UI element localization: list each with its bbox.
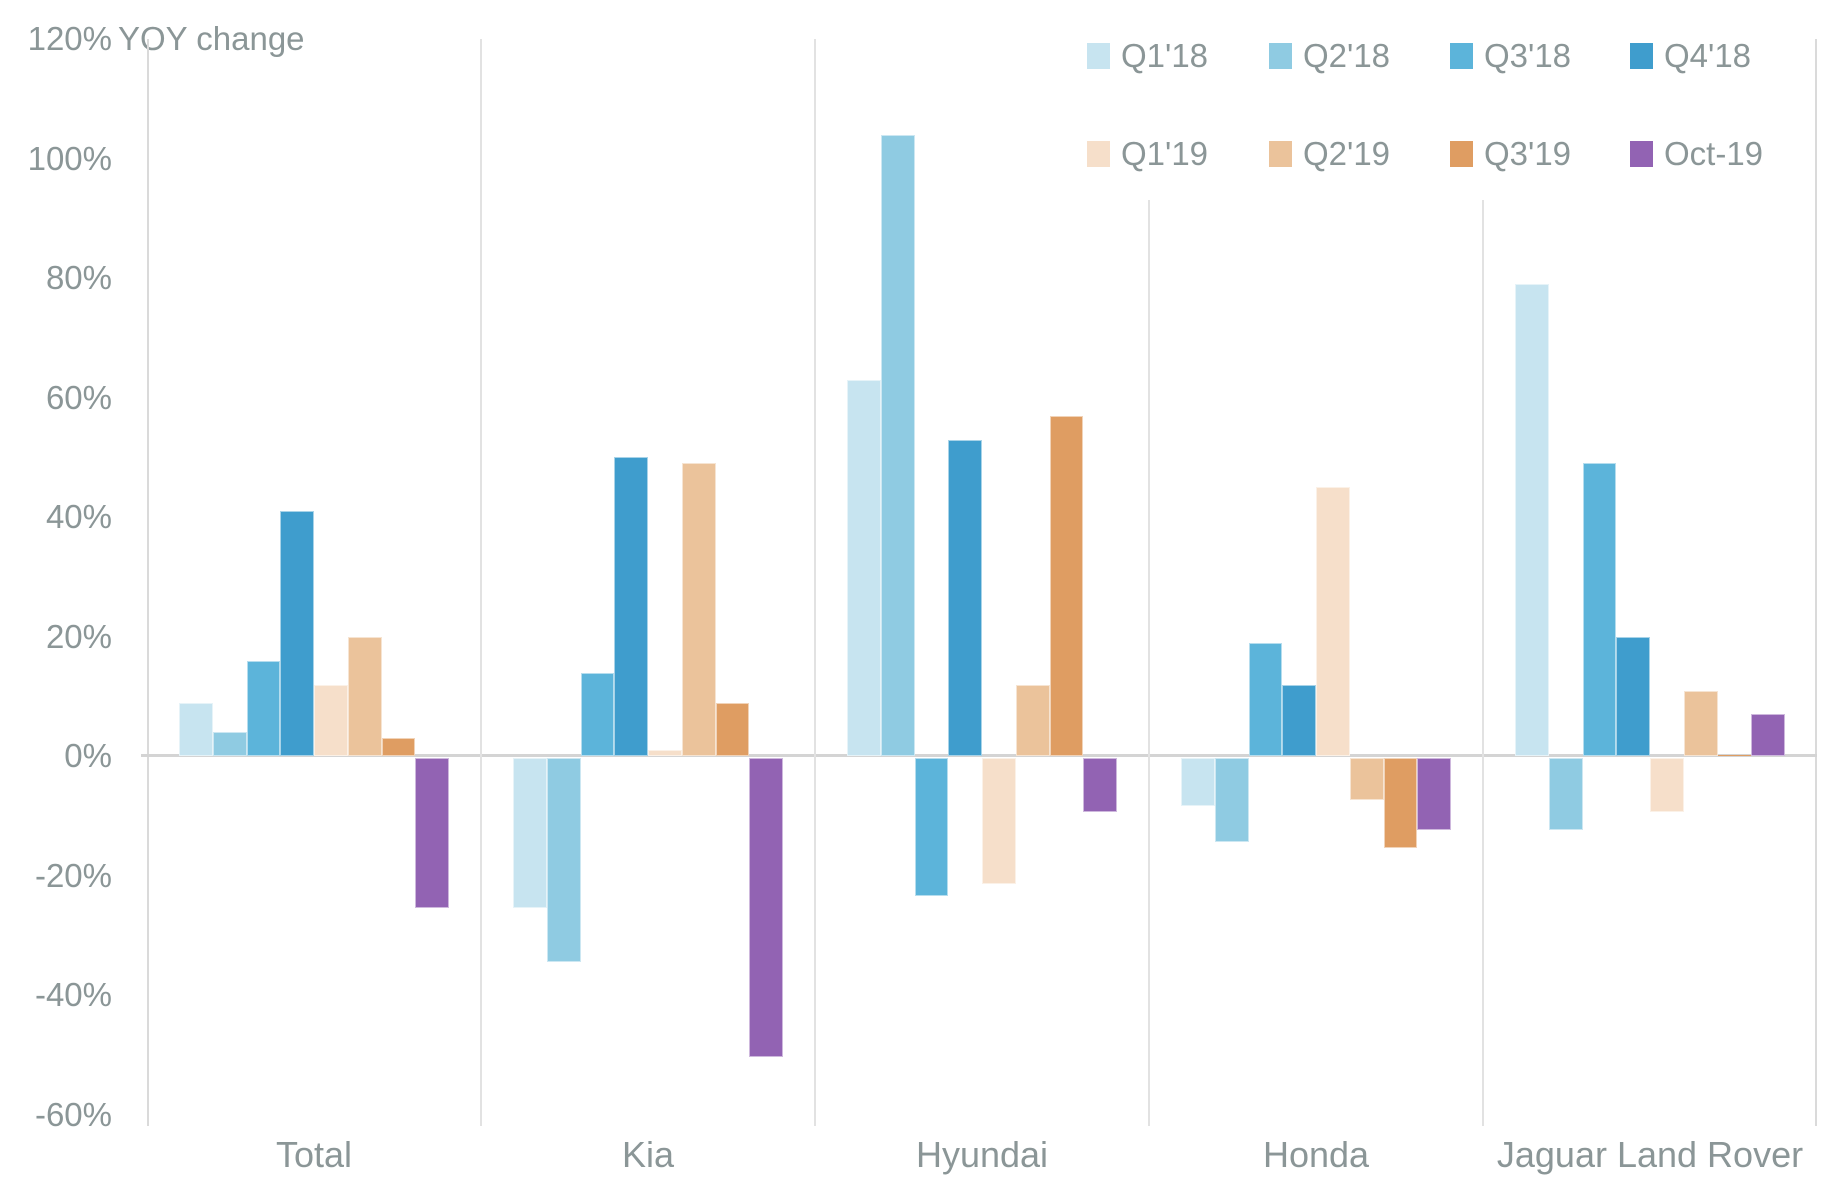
category-separator (480, 39, 482, 1126)
legend-swatch (1630, 43, 1653, 69)
legend-swatch (1450, 43, 1473, 69)
y-axis-tick-label: 100% (27, 139, 112, 177)
y-axis-tick-label: 20% (45, 617, 112, 655)
y-axis-tick-label: 120% (27, 20, 112, 57)
category-separator (1482, 200, 1484, 1126)
legend-swatch (1269, 141, 1292, 167)
legend-label: Q2'18 (1303, 37, 1391, 74)
legend-label: Q3'19 (1484, 135, 1572, 172)
legend-label: Q2'19 (1303, 135, 1391, 172)
legend-label: Q1'19 (1121, 135, 1209, 172)
bar-total-q319 (381, 738, 416, 757)
bar-jaguar-land-rover-q119 (1650, 758, 1684, 813)
chart-title: YOY change (118, 20, 305, 57)
bar-kia-q218 (546, 758, 581, 962)
bar-total-oct-19 (415, 758, 449, 908)
bar-honda-q318 (1248, 642, 1283, 757)
bar-jaguar-land-rover-oct-19 (1751, 714, 1785, 757)
bar-hyundai-q119 (982, 758, 1016, 884)
bar-jaguar-land-rover-q219 (1683, 690, 1718, 757)
bar-hyundai-q218 (880, 134, 915, 757)
bar-total-q418 (280, 511, 314, 757)
bar-honda-oct-19 (1417, 758, 1451, 831)
legend-item-q119: Q1'19 (1087, 134, 1208, 174)
bar-honda-q118 (1181, 758, 1215, 807)
bar-hyundai-q418 (948, 439, 982, 757)
bar-honda-q418 (1282, 684, 1316, 757)
legend-item-q218: Q2'18 (1269, 36, 1390, 76)
y-axis-tick-label: -20% (34, 856, 112, 894)
category-label: Jaguar Land Rover (1496, 1134, 1804, 1175)
bar-total-q119 (314, 684, 348, 757)
category-label: Hyundai (915, 1134, 1049, 1175)
legend-item-q318: Q3'18 (1450, 36, 1571, 76)
bar-jaguar-land-rover-q319 (1717, 754, 1752, 757)
legend-item-q118: Q1'18 (1087, 36, 1208, 76)
bar-hyundai-q318 (914, 758, 949, 896)
bar-total-q218 (212, 732, 247, 757)
legend-swatch (1269, 43, 1292, 69)
y-axis-tick-label: -60% (34, 1096, 112, 1133)
bar-jaguar-land-rover-q118 (1515, 284, 1549, 757)
category-separator (1148, 200, 1150, 1126)
bar-kia-q219 (681, 463, 716, 757)
category-label: Kia (621, 1134, 675, 1175)
legend-item-q418: Q4'18 (1630, 36, 1751, 76)
y-axis-tick-label: -40% (34, 976, 112, 1014)
category-label: Total (275, 1134, 353, 1175)
bar-kia-q418 (614, 457, 648, 757)
bar-total-q318 (246, 660, 281, 757)
legend-item-oct-19: Oct-19 (1630, 134, 1763, 174)
bar-honda-q218 (1214, 758, 1249, 843)
bar-hyundai-oct-19 (1083, 758, 1117, 813)
bar-jaguar-land-rover-q418 (1616, 636, 1650, 757)
y-axis-tick-label: 0% (64, 737, 112, 775)
legend-label: Oct-19 (1664, 135, 1764, 172)
bar-kia-q319 (715, 702, 750, 757)
bar-total-q219 (347, 636, 382, 757)
y-axis-tick-label: 60% (45, 378, 112, 416)
bar-kia-q119 (648, 750, 682, 757)
bar-kia-q118 (513, 758, 547, 908)
category-label: Honda (1262, 1134, 1370, 1175)
bar-honda-q319 (1383, 758, 1418, 848)
bar-honda-q119 (1316, 487, 1350, 757)
bar-jaguar-land-rover-q218 (1548, 758, 1583, 831)
y-axis-line (147, 39, 149, 1126)
plot-area (141, 39, 1817, 1126)
legend-label: Q4'18 (1664, 37, 1752, 74)
legend-swatch (1087, 141, 1110, 167)
legend-label: Q1'18 (1121, 37, 1209, 74)
category-separator (814, 39, 816, 1126)
bar-hyundai-q319 (1049, 415, 1084, 757)
bar-hyundai-q219 (1015, 684, 1050, 757)
legend-label: Q3'18 (1484, 37, 1572, 74)
y-axis-tick-label: 40% (45, 498, 112, 536)
plot-right-border (1815, 39, 1817, 1126)
bar-jaguar-land-rover-q318 (1582, 463, 1617, 757)
legend-item-q219: Q2'19 (1269, 134, 1390, 174)
y-axis-tick-label: 80% (45, 259, 112, 297)
legend-swatch (1087, 43, 1110, 69)
bar-honda-q219 (1349, 758, 1384, 801)
bar-hyundai-q118 (847, 379, 881, 757)
legend-swatch (1630, 141, 1653, 167)
bar-kia-oct-19 (749, 758, 783, 1058)
bar-kia-q318 (580, 672, 615, 757)
legend-item-q319: Q3'19 (1450, 134, 1571, 174)
bar-total-q118 (179, 702, 213, 757)
legend-swatch (1450, 141, 1473, 167)
